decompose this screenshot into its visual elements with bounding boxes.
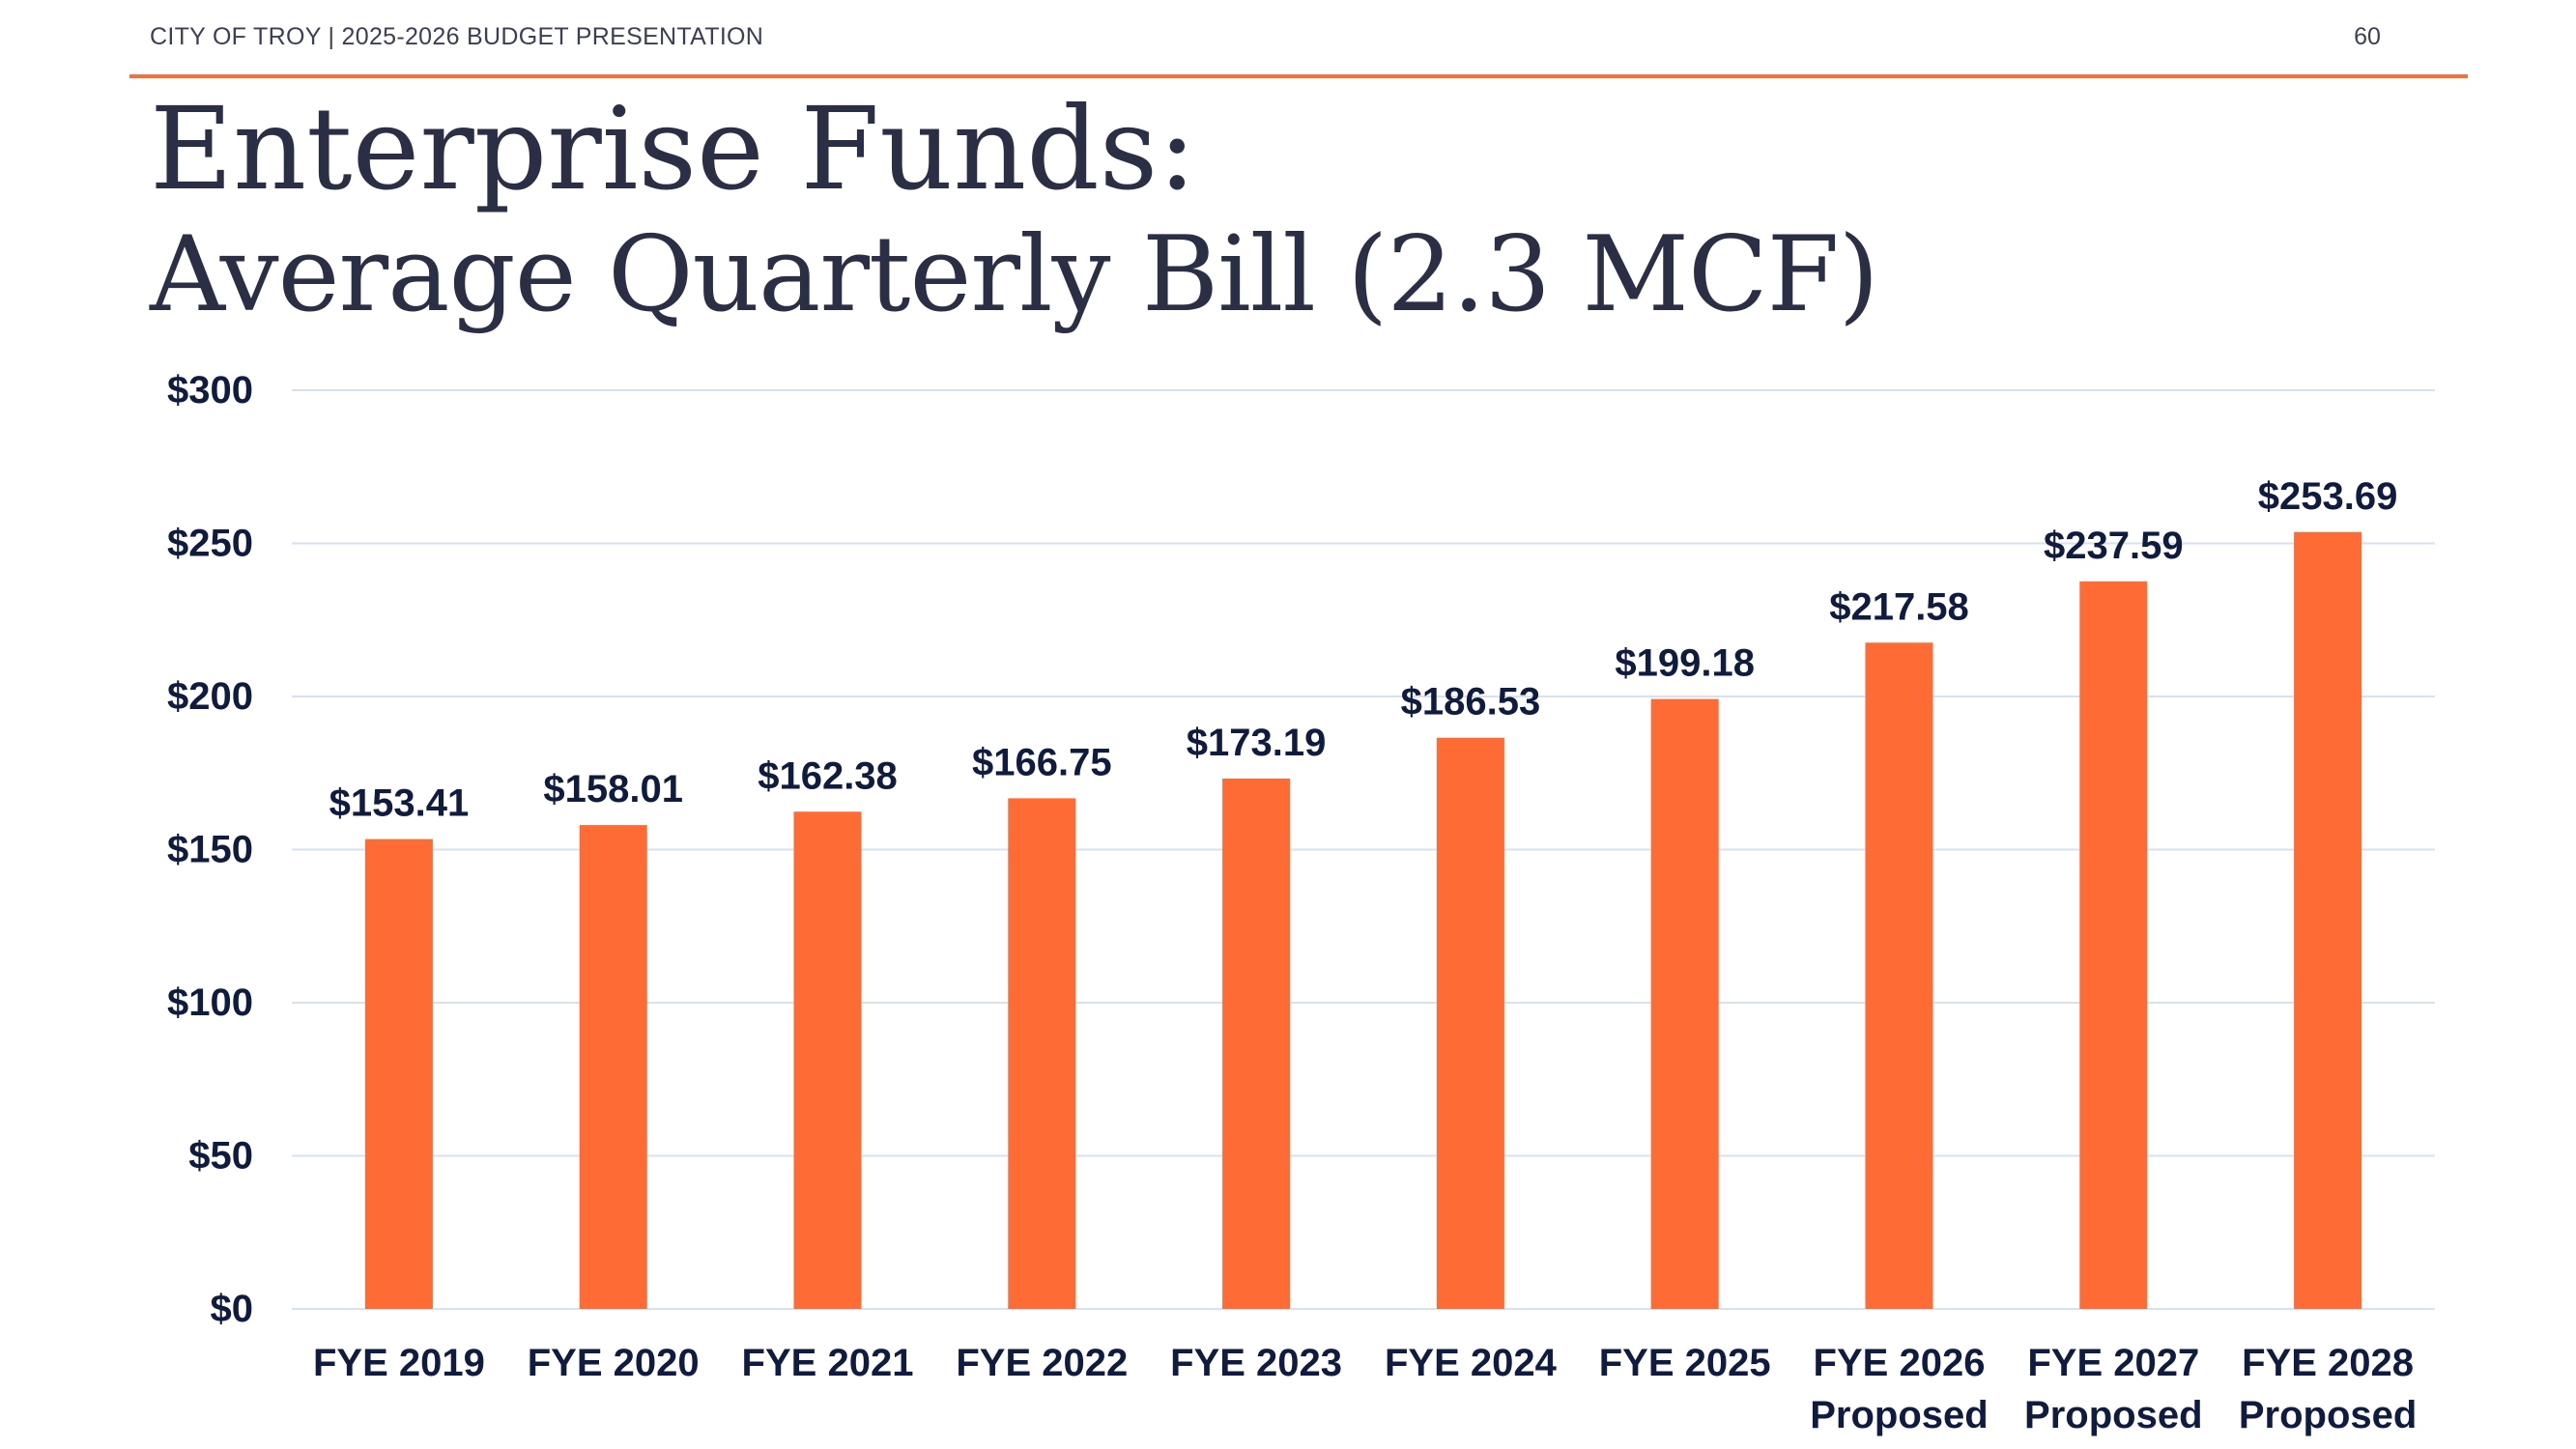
x-tick-label: Proposed (2239, 1394, 2417, 1436)
data-label: $199.18 (1615, 642, 1755, 685)
x-tick-label: Proposed (2024, 1394, 2202, 1436)
header-divider (129, 74, 2468, 78)
bar (2294, 531, 2362, 1309)
y-tick-label: $150 (167, 829, 253, 871)
bar (1865, 642, 1933, 1309)
y-tick-label: $200 (167, 675, 253, 718)
data-label: $253.69 (2258, 475, 2398, 518)
bar (1436, 737, 1504, 1309)
x-tick-label: Proposed (1810, 1394, 1988, 1436)
x-tick-label: FYE 2025 (1599, 1342, 1771, 1384)
data-label: $166.75 (972, 741, 1112, 783)
data-label: $237.59 (2044, 525, 2184, 567)
bar (2079, 581, 2148, 1309)
bar (793, 811, 862, 1309)
x-tick-label: FYE 2022 (956, 1342, 1128, 1384)
presentation-header: CITY OF TROY | 2025-2026 BUDGET PRESENTA… (150, 23, 764, 50)
data-label: $162.38 (758, 754, 898, 797)
y-tick-label: $50 (188, 1135, 253, 1178)
y-tick-label: $250 (167, 523, 253, 565)
bar (1650, 698, 1719, 1309)
x-tick-label: FYE 2023 (1170, 1342, 1342, 1384)
slide-subtitle: Average Quarterly Bill (2.3 MCF) (150, 214, 1879, 335)
y-tick-label: $300 (167, 369, 253, 412)
bar (1222, 778, 1291, 1309)
data-label: $217.58 (1829, 585, 1969, 628)
bar (579, 825, 647, 1309)
x-tick-label: FYE 2024 (1385, 1342, 1558, 1384)
x-tick-label: FYE 2026 (1814, 1342, 1986, 1384)
x-tick-label: FYE 2027 (2027, 1342, 2199, 1384)
data-label: $153.41 (329, 782, 470, 825)
bar (364, 838, 433, 1309)
x-tick-label: FYE 2019 (313, 1342, 485, 1384)
y-tick-label: $0 (211, 1288, 254, 1330)
data-label: $173.19 (1187, 722, 1327, 764)
data-label: $158.01 (543, 768, 683, 810)
x-tick-label: FYE 2020 (528, 1342, 700, 1384)
bar (1008, 798, 1076, 1309)
data-label: $186.53 (1401, 681, 1541, 724)
page-number: 60 (2354, 23, 2381, 50)
x-tick-label: FYE 2021 (742, 1342, 914, 1384)
x-tick-label: FYE 2028 (2242, 1342, 2414, 1384)
slide-title: Enterprise Funds: (150, 82, 1197, 215)
y-tick-label: $100 (167, 981, 253, 1024)
